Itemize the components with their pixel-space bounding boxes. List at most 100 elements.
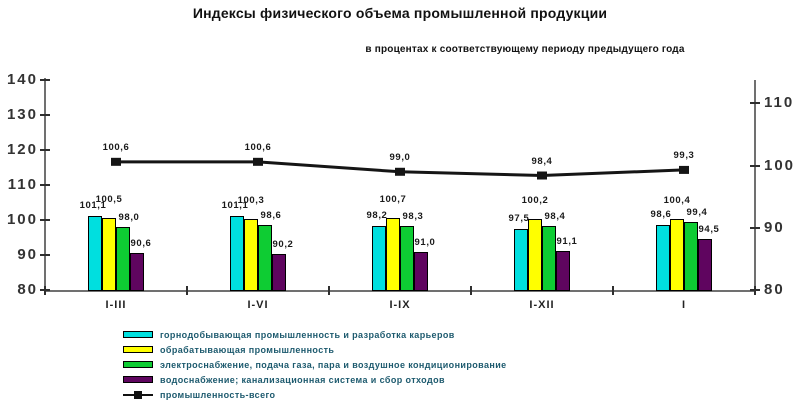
bar-0 xyxy=(372,226,386,291)
legend-item: электроснабжение, подача газа, пара и во… xyxy=(123,357,507,372)
x-axis-category-label: I-III xyxy=(105,299,127,311)
bar-value-label: 100,3 xyxy=(237,194,265,206)
y-axis-left-tick xyxy=(40,79,50,81)
bar-value-label: 94,5 xyxy=(698,224,720,236)
line-marker xyxy=(253,157,263,166)
bar-value-label: 98,4 xyxy=(544,210,566,222)
x-axis-tick xyxy=(186,286,188,295)
bar-3 xyxy=(272,254,286,291)
y-axis-right-label: 90 xyxy=(764,218,785,236)
line-value-label: 98,4 xyxy=(531,155,553,167)
bar-1 xyxy=(102,218,116,291)
legend-item: промышленность-всего xyxy=(123,387,275,402)
legend-item: обрабатывающая промышленность xyxy=(123,342,334,357)
bar-2 xyxy=(116,227,130,291)
legend-item: горнодобывающая промышленность и разрабо… xyxy=(123,327,455,342)
bar-2 xyxy=(400,225,414,291)
bar-value-label: 91,0 xyxy=(414,236,436,248)
bar-3 xyxy=(130,252,144,291)
bar-0 xyxy=(230,216,244,291)
y-axis-left-tick xyxy=(40,254,50,256)
y-axis-left-tick xyxy=(40,184,50,186)
bar-value-label: 98,3 xyxy=(402,210,424,222)
legend-label: обрабатывающая промышленность xyxy=(160,344,335,355)
y-axis-left-label: 90 xyxy=(17,246,38,263)
bar-value-label: 98,0 xyxy=(118,212,140,223)
y-axis-left-label: 80 xyxy=(17,281,38,298)
line-marker xyxy=(679,165,689,174)
line-value-label: 99,0 xyxy=(389,151,411,163)
line-value-label: 100,6 xyxy=(102,141,130,153)
y-axis-right-tick xyxy=(750,164,760,167)
bar-value-label: 97,5 xyxy=(508,212,530,224)
y-axis-left-tick xyxy=(40,149,50,151)
bar-1 xyxy=(528,219,542,291)
x-axis-tick xyxy=(612,286,614,295)
bar-value-label: 101,1 xyxy=(221,200,249,212)
x-axis-category-label: I xyxy=(681,299,687,311)
bar-value-label: 91,1 xyxy=(556,236,578,248)
x-axis-category-label: I-VI xyxy=(247,299,269,311)
legend-label: промышленность-всего xyxy=(160,389,276,400)
bar-value-label: 101,1 xyxy=(79,200,107,212)
bar-value-label: 100,4 xyxy=(663,194,691,206)
y-axis-right xyxy=(754,80,756,292)
bar-value-label: 100,5 xyxy=(95,194,123,206)
bar-0 xyxy=(88,216,102,291)
legend-label: электроснабжение, подача газа, пара и во… xyxy=(160,359,507,370)
x-axis-tick xyxy=(470,286,472,295)
legend-bar-swatch-icon xyxy=(123,346,153,353)
y-axis-right-label: 110 xyxy=(764,94,795,112)
bar-3 xyxy=(556,251,570,291)
bar-value-label: 98,6 xyxy=(260,209,282,221)
bar-0 xyxy=(514,228,528,291)
y-axis-right-label: 80 xyxy=(764,281,785,298)
x-axis-category-label: I-XII xyxy=(529,299,555,311)
y-axis-right-tick xyxy=(750,102,760,105)
legend-label: водоснабжение; канализационная система и… xyxy=(160,374,445,385)
x-axis-tick xyxy=(754,286,756,295)
x-axis xyxy=(44,290,756,292)
y-axis-left-tick xyxy=(40,219,50,221)
line-value-label: 100,6 xyxy=(244,141,272,153)
line-marker xyxy=(395,167,405,176)
bar-value-label: 99,4 xyxy=(686,207,708,219)
y-axis-left-label: 120 xyxy=(6,141,38,158)
bar-value-label: 90,6 xyxy=(130,237,152,249)
y-axis-left-label: 100 xyxy=(6,211,38,228)
y-axis-right-label: 100 xyxy=(764,156,796,174)
line-marker xyxy=(111,157,121,166)
y-axis-right-tick xyxy=(750,226,760,229)
bar-value-label: 100,2 xyxy=(521,195,549,207)
bar-value-label: 98,2 xyxy=(366,210,388,222)
bar-value-label: 100,7 xyxy=(379,193,407,205)
y-axis-left-label: 110 xyxy=(7,176,38,193)
x-axis-tick xyxy=(44,286,46,295)
bar-2 xyxy=(258,224,272,291)
bar-value-label: 90,2 xyxy=(272,239,294,251)
bar-2 xyxy=(684,222,698,291)
legend-line-marker-icon xyxy=(123,390,153,399)
chart-subtitle: в процентах к соответствующему периоду п… xyxy=(365,44,685,55)
y-axis-left-label: 140 xyxy=(6,71,38,88)
legend-bar-swatch-icon xyxy=(123,331,153,338)
bar-value-label: 98,6 xyxy=(650,208,672,220)
bar-3 xyxy=(698,239,712,291)
y-axis-left-tick xyxy=(40,114,50,116)
bar-3 xyxy=(414,251,428,291)
bar-2 xyxy=(542,225,556,291)
legend-bar-swatch-icon xyxy=(123,361,153,368)
legend-label: горнодобывающая промышленность и разрабо… xyxy=(160,329,455,340)
chart-title: Индексы физического объема промышленной … xyxy=(192,5,608,21)
line-value-label: 99,3 xyxy=(673,149,695,161)
bar-1 xyxy=(244,218,258,291)
line-marker xyxy=(537,171,547,180)
bar-1 xyxy=(386,217,400,291)
bar-1 xyxy=(670,218,684,291)
legend-item: водоснабжение; канализационная система и… xyxy=(123,372,445,387)
x-axis-tick xyxy=(328,286,330,295)
y-axis-left-label: 130 xyxy=(6,106,38,123)
